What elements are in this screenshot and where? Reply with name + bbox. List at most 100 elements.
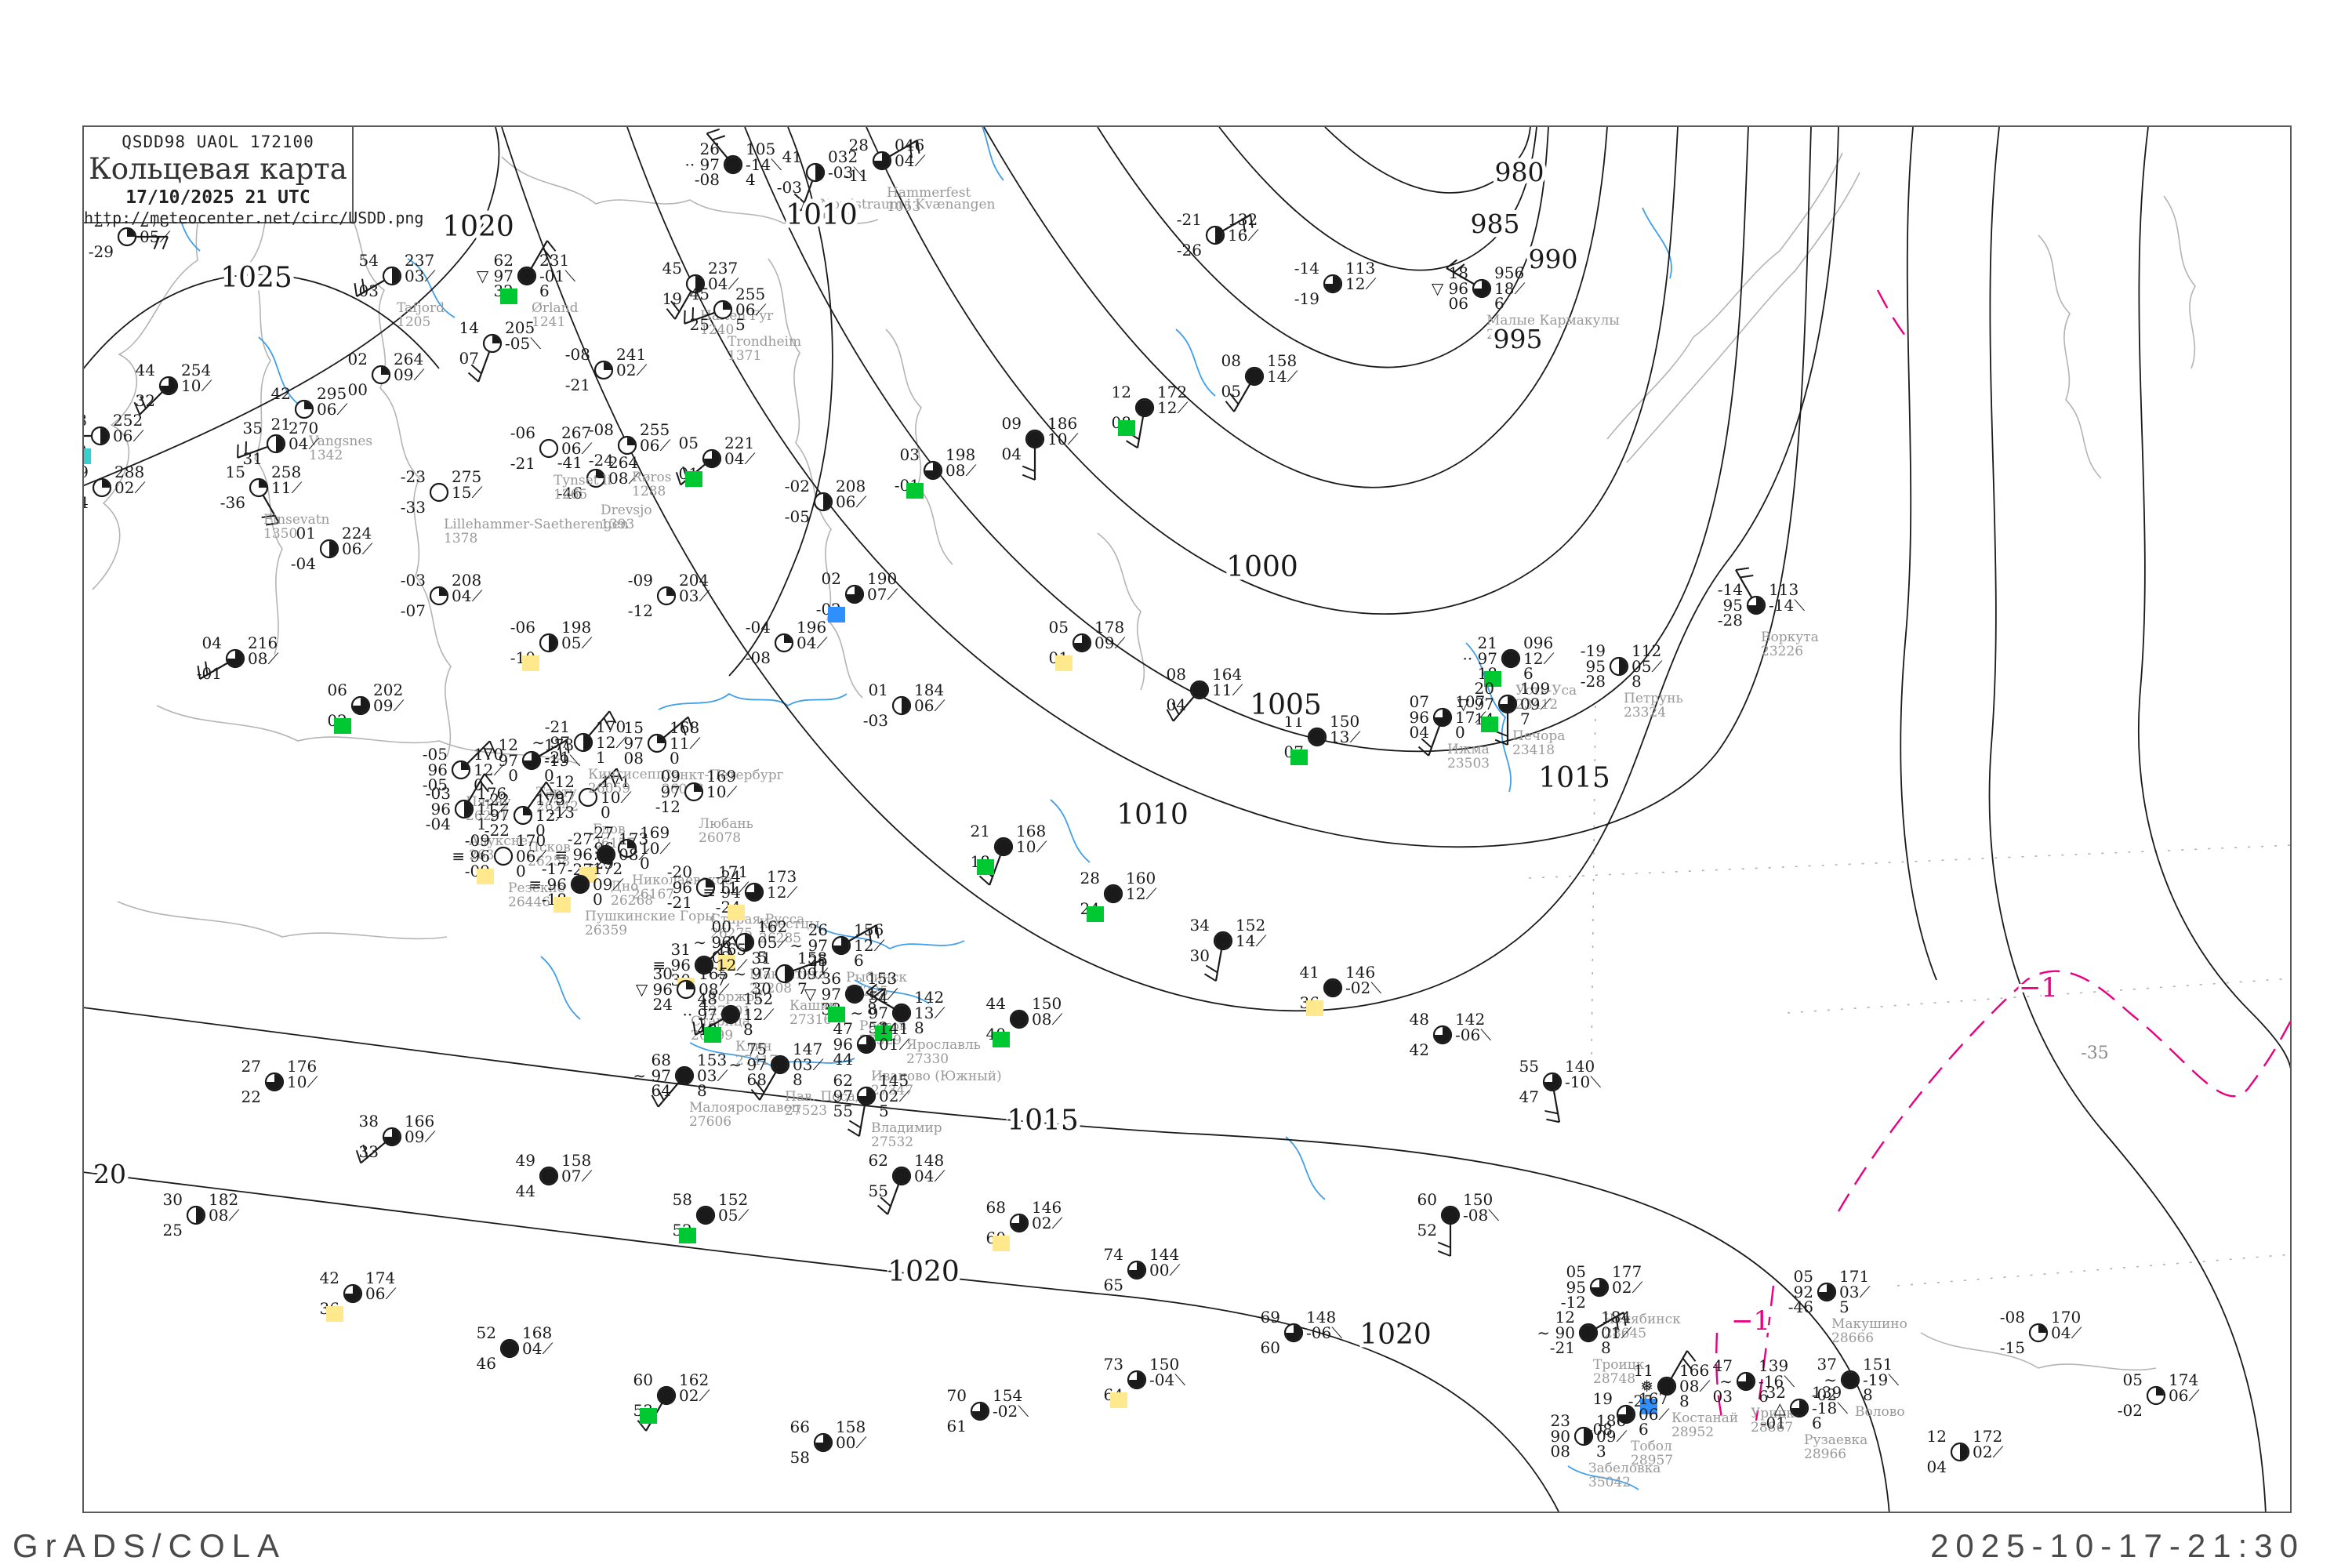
svg-text:28: 28 xyxy=(1080,869,1100,887)
svg-text:36: 36 xyxy=(822,969,841,988)
svg-text:172: 172 xyxy=(593,859,622,878)
precip-flag-square xyxy=(1640,1399,1657,1414)
svg-text:5: 5 xyxy=(757,948,768,967)
svg-text:-29: -29 xyxy=(64,463,89,481)
svg-text:55: 55 xyxy=(869,1181,888,1200)
svg-text:35: 35 xyxy=(243,419,263,437)
svg-text:-17: -17 xyxy=(542,859,567,878)
svg-text:92: 92 xyxy=(1794,1283,1813,1301)
svg-text:5: 5 xyxy=(1839,1298,1849,1316)
svg-text:-02: -02 xyxy=(2118,1401,2143,1420)
svg-text:05⟋: 05⟋ xyxy=(718,1206,749,1225)
svg-text:09⟋: 09⟋ xyxy=(797,964,828,983)
svg-text:168: 168 xyxy=(670,718,699,737)
svg-text:44: 44 xyxy=(136,361,155,379)
station-name: Челябинск xyxy=(1604,1312,1681,1327)
svg-text:09⟋: 09⟋ xyxy=(394,365,424,384)
svg-text:-08: -08 xyxy=(746,648,771,667)
station-name: Рыбинск xyxy=(846,970,907,985)
svg-text:-27: -27 xyxy=(568,829,593,848)
svg-text:172: 172 xyxy=(1157,383,1187,401)
svg-text:95: 95 xyxy=(1566,1278,1586,1297)
svg-text:-06: -06 xyxy=(510,423,535,442)
isotherm-label: −1 xyxy=(2019,972,2058,1004)
station-id: 1240 xyxy=(700,322,734,338)
svg-text:224: 224 xyxy=(342,524,372,543)
svg-text:12: 12 xyxy=(1555,1308,1575,1327)
svg-text:216: 216 xyxy=(248,633,278,652)
svg-text:032: 032 xyxy=(828,147,858,166)
svg-text:07: 07 xyxy=(459,349,479,368)
station-id: 27523 xyxy=(785,1103,827,1119)
svg-text:12⟋: 12⟋ xyxy=(743,1005,774,1024)
svg-text:-12: -12 xyxy=(655,797,681,816)
svg-text:12: 12 xyxy=(499,735,518,754)
render-timestamp: 2025-10-17-21:30 xyxy=(1930,1527,2305,1564)
svg-text:7: 7 xyxy=(717,971,727,989)
station-id: 28645 xyxy=(1604,1326,1646,1341)
svg-text:-05: -05 xyxy=(423,745,448,764)
station-name: Владимир xyxy=(871,1120,942,1136)
svg-text:-41: -41 xyxy=(557,453,583,472)
station-name: Забеловка xyxy=(1588,1461,1661,1476)
station-id: 28966 xyxy=(1804,1446,1846,1462)
svg-text:-22: -22 xyxy=(485,790,510,809)
station-name: Drevsjo xyxy=(601,503,652,518)
station-name: Воркута xyxy=(1761,630,1819,645)
svg-text:-19⟍: -19⟍ xyxy=(544,751,580,770)
svg-text:267: 267 xyxy=(561,423,591,442)
svg-text:04⟋: 04⟋ xyxy=(914,1167,945,1185)
svg-text:25: 25 xyxy=(808,951,828,970)
precip-flag-square xyxy=(500,289,517,304)
svg-text:-22: -22 xyxy=(485,821,510,840)
svg-text:145: 145 xyxy=(879,1071,909,1090)
svg-text:16⟋: 16⟋ xyxy=(1228,226,1258,245)
svg-text:▽ 97: ▽ 97 xyxy=(1457,695,1494,713)
svg-text:12⟋: 12⟋ xyxy=(596,733,626,752)
svg-text:956: 956 xyxy=(1494,263,1524,282)
station-id: 1018 xyxy=(820,211,854,227)
svg-text:170: 170 xyxy=(596,717,626,736)
station-plot: 050117809⟋ xyxy=(1049,618,1125,671)
svg-text:05: 05 xyxy=(679,434,699,452)
station-name: Ørland xyxy=(532,300,579,316)
svg-text:23: 23 xyxy=(1551,1411,1570,1430)
svg-text:97: 97 xyxy=(661,782,681,801)
svg-text:03⟋: 03⟋ xyxy=(697,1066,728,1085)
svg-text:8: 8 xyxy=(867,1000,877,1018)
svg-text:08⟋: 08⟋ xyxy=(1679,1377,1710,1396)
station-name: Finsevatn xyxy=(263,512,330,528)
svg-text:-33: -33 xyxy=(401,498,426,517)
svg-text:08⟋: 08⟋ xyxy=(699,980,729,999)
svg-text:-12: -12 xyxy=(550,772,575,791)
svg-text:26: 26 xyxy=(808,920,828,939)
svg-text:-21: -21 xyxy=(565,376,590,394)
svg-text:07: 07 xyxy=(1410,692,1429,711)
svg-text:∼ 97: ∼ 97 xyxy=(728,1055,767,1074)
svg-text:-21: -21 xyxy=(545,748,570,767)
svg-text:08⟋: 08⟋ xyxy=(946,461,976,480)
svg-text:65: 65 xyxy=(1104,1276,1123,1294)
svg-text:≡ 94: ≡ 94 xyxy=(702,883,741,902)
precip-flag-square xyxy=(1484,671,1501,687)
svg-text:60: 60 xyxy=(633,1370,653,1389)
svg-text:-08: -08 xyxy=(695,170,720,189)
precip-flag-square xyxy=(83,448,91,464)
svg-text:03: 03 xyxy=(900,445,920,464)
isobar-label: 1005 xyxy=(1250,689,1322,721)
svg-text:164: 164 xyxy=(1212,665,1242,684)
